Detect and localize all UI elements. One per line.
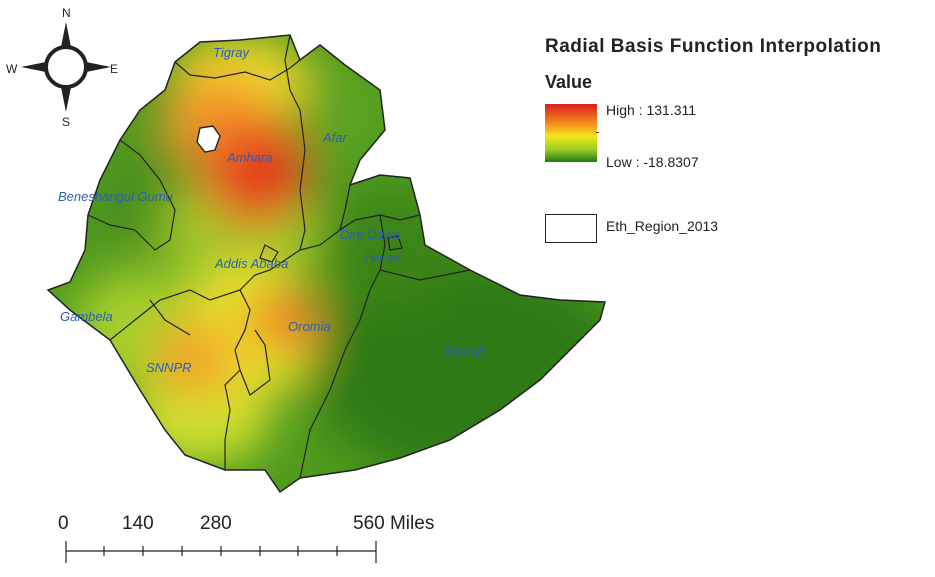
region-label-somali: Somali bbox=[444, 343, 485, 358]
scale-tick-280: 280 bbox=[200, 513, 232, 534]
region-label-afar: Afar bbox=[322, 130, 348, 145]
scale-unit: Miles bbox=[389, 513, 435, 534]
region-label-tigray: Tigray bbox=[213, 45, 251, 60]
east-label: E bbox=[110, 62, 118, 76]
north-label: N bbox=[62, 6, 71, 20]
legend-field: Value bbox=[545, 72, 593, 92]
legend-low-label: Low : -18.8307 bbox=[606, 154, 699, 170]
region-label-beneshangul: Beneshangul Gumu bbox=[58, 189, 173, 204]
legend-region-layer-label: Eth_Region_2013 bbox=[606, 218, 719, 234]
legend-color-ramp bbox=[545, 104, 597, 162]
region-label-gambela: Gambela bbox=[60, 309, 113, 324]
lake-tana bbox=[196, 125, 221, 153]
region-label-amhara: Amhara bbox=[226, 150, 273, 165]
region-label-addis-ababa: Addis Ababa bbox=[214, 256, 288, 271]
scale-tick-0: 0 bbox=[58, 513, 69, 534]
legend-title: Radial Basis Function Interpolation bbox=[545, 36, 882, 57]
region-label-harari: Harari bbox=[365, 250, 402, 265]
legend-ramp-tick bbox=[596, 132, 599, 133]
scale-tick-560-value: 560 bbox=[353, 513, 385, 534]
interpolation-surface bbox=[48, 35, 605, 492]
region-label-snnpr: SNNPR bbox=[146, 360, 192, 375]
region-label-oromia: Oromia bbox=[288, 319, 331, 334]
south-label: S bbox=[62, 115, 70, 129]
legend-high-label: High : 131.311 bbox=[606, 102, 697, 118]
scale-tick-560: 560 Miles bbox=[353, 513, 434, 535]
scale-tick-140: 140 bbox=[122, 513, 154, 534]
scale-bar bbox=[65, 541, 377, 563]
region-label-dire-dawa: Dire Dawa bbox=[340, 227, 401, 242]
west-label: W bbox=[6, 62, 18, 76]
region-boundaries bbox=[87, 34, 471, 479]
legend-region-swatch bbox=[545, 214, 597, 243]
north-arrow-icon: N S E W bbox=[6, 6, 118, 129]
